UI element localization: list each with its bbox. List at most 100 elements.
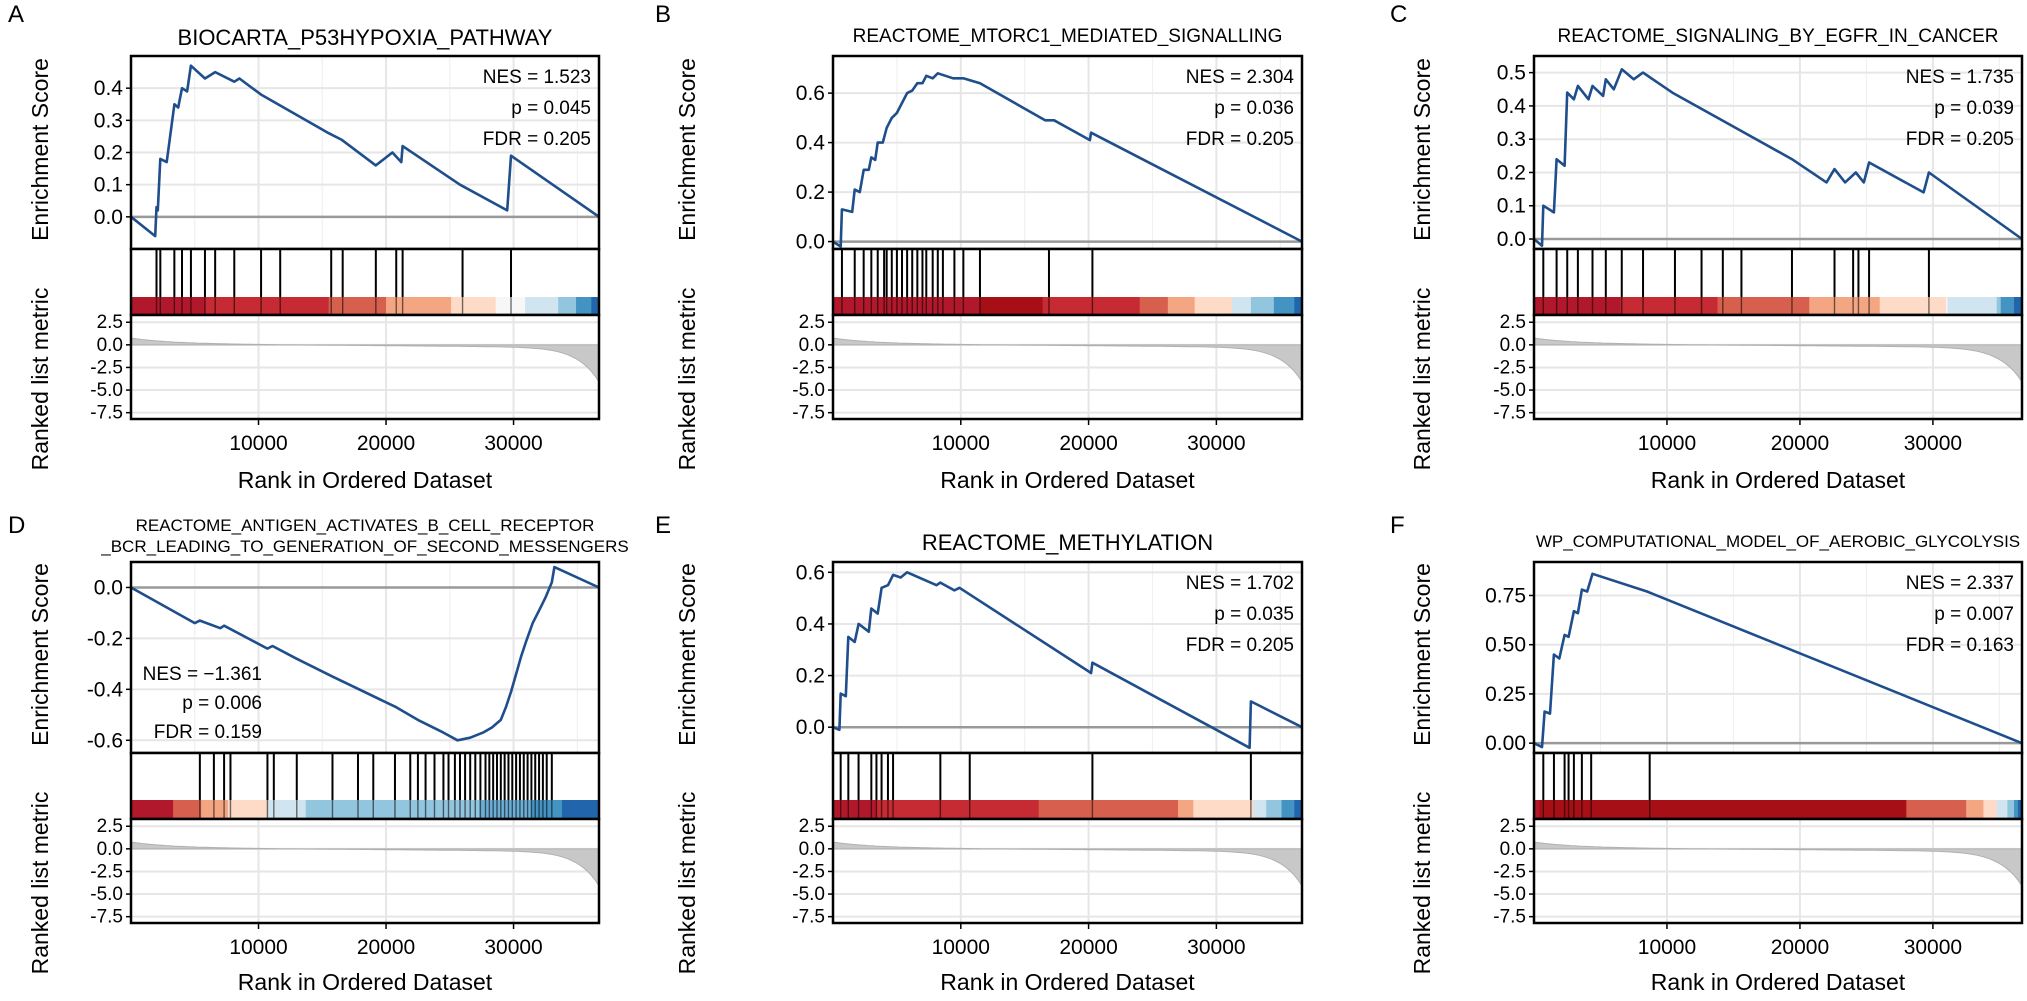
heatmap-segment [1947, 297, 1998, 315]
chart-title: WP_COMPUTATIONAL_MODEL_OF_AEROBIC_GLYCOL… [1536, 532, 2020, 551]
rank-tick-label: 20000 [1771, 936, 1829, 959]
panel-letter: C [1390, 1, 1407, 28]
es-tick-label: 0.0 [796, 716, 825, 739]
metric-tick-label: 2.5 [1500, 312, 1526, 333]
hit-panel [131, 249, 599, 315]
heatmap-segment [1879, 297, 1947, 315]
heatmap-segment [525, 297, 559, 315]
hit-panel [1534, 249, 2022, 315]
metric-tick-label: 0.0 [799, 839, 825, 860]
panel-a: A BIOCARTA_P53HYPOXIA_PATHWAY 0.0 0.1 0.2 0.3… [8, 1, 601, 493]
heatmap-segment [1038, 800, 1179, 819]
es-tick-label: 0.2 [796, 181, 825, 204]
stat-label: p = 0.007 [1934, 604, 2014, 625]
rank-tick-label: 10000 [1638, 432, 1696, 455]
hit-background [131, 249, 599, 297]
chart-title-line: _BCR_LEADING_TO_GENERATION_OF_SECOND_MES… [100, 537, 628, 556]
es-curve [1533, 68, 2023, 247]
stat-label: FDR = 0.163 [1906, 635, 2014, 656]
es-tick-label: -0.4 [87, 678, 124, 701]
heatmap-segment [1966, 800, 1984, 819]
heatmap-segment [1983, 800, 1998, 819]
es-curve [832, 72, 1303, 248]
es-tick-label: 0.2 [796, 665, 825, 688]
enrichment-plot: 0.0 0.1 0.2 0.3 0.4 0.5 NES = 1.735 p = 0.039 FD… [1497, 54, 2024, 251]
es-tick-label: 0.00 [1485, 732, 1526, 755]
stat-label: FDR = 0.205 [1186, 129, 1294, 150]
chart-title: REACTOME_METHYLATION [922, 530, 1213, 555]
heatmap-segment [2007, 800, 2015, 819]
heatmap-segment [131, 800, 174, 819]
es-tick-label: 0.1 [1497, 195, 1526, 218]
es-tick-label: 0.6 [796, 82, 825, 105]
metric-tick-label: 2.5 [799, 816, 825, 837]
rank-axis-label: Rank in Ordered Dataset [238, 969, 493, 995]
metric-tick-label: 2.5 [799, 312, 825, 333]
metric-axis-label: Ranked list metric [674, 288, 700, 471]
metric-area [832, 337, 1303, 384]
es-axis-label: Enrichment Score [1409, 563, 1435, 746]
es-tick-label: 0.3 [1497, 128, 1526, 151]
heatmap-segment [1906, 800, 1967, 819]
rank-heatmap [129, 751, 601, 821]
rank-heatmap [831, 751, 1304, 821]
stat-label: p = 0.039 [1934, 98, 2014, 119]
metric-tick-label: -5.0 [1493, 380, 1526, 401]
es-tick-label: 0.0 [94, 206, 123, 229]
es-axis-label: Enrichment Score [674, 58, 700, 241]
metric-axis-label: Ranked list metric [674, 792, 700, 975]
rank-tick-label: 20000 [1771, 432, 1829, 455]
metric-tick-label: -7.5 [1493, 907, 1526, 928]
heatmap-segment [1266, 800, 1283, 819]
es-axis-label: Enrichment Score [27, 563, 53, 746]
rank-tick-label: 10000 [1638, 936, 1696, 959]
stat-label: NES = −1.361 [143, 664, 262, 685]
metric-tick-label: -7.5 [90, 403, 123, 424]
es-tick-label: 0.4 [796, 613, 826, 636]
metric-tick-label: -5.0 [792, 380, 825, 401]
metric-tick-label: 0.0 [97, 839, 123, 860]
heatmap-segment [1273, 297, 1295, 315]
es-plot-background [833, 56, 1302, 249]
rank-axis-label: Rank in Ordered Dataset [940, 467, 1195, 493]
es-tick-label: 0.4 [1497, 95, 1527, 118]
stat-label: FDR = 0.205 [483, 129, 591, 150]
heatmap-segment [2018, 800, 2023, 819]
chart-title: REACTOME_SIGNALING_BY_EGFR_IN_CANCER [1558, 26, 1999, 47]
heatmap-segment [305, 800, 480, 819]
heatmap-segment [451, 297, 497, 315]
es-tick-label: 0.0 [1497, 228, 1526, 251]
metric-tick-label: -5.0 [90, 380, 123, 401]
metric-frame [1532, 817, 2024, 925]
heatmap-segment [1717, 297, 1810, 315]
rank-axis-label: Rank in Ordered Dataset [1651, 467, 1906, 493]
panel-f: F WP_COMPUTATIONAL_MODEL_OF_AEROBIC_GLYCO… [1390, 512, 2024, 995]
es-tick-label: 0.4 [94, 77, 124, 100]
enrichment-plot: 0.0 0.2 0.4 0.6 NES = 1.702 p = 0.035 FDR = 0.… [796, 560, 1304, 755]
rank-tick-label: 20000 [1059, 432, 1117, 455]
es-tick-label: 0.0 [94, 576, 123, 599]
metric-plot: 2.50.0-2.5-5.0-7.5 10000 20000 30000 [792, 816, 1304, 959]
es-tick-label: 0.0 [796, 231, 825, 254]
rank-tick-label: 20000 [357, 432, 415, 455]
metric-tick-label: -7.5 [1493, 403, 1526, 424]
heatmap-segment [876, 800, 1040, 819]
metric-tick-label: 0.0 [97, 335, 123, 356]
es-tick-label: 0.6 [796, 561, 825, 584]
rank-tick-label: 10000 [229, 936, 287, 959]
rank-tick-label: 30000 [484, 936, 542, 959]
chart-title-line: REACTOME_ANTIGEN_ACTIVATES_B_CELL_RECEPT… [136, 516, 595, 535]
rank-tick-label: 30000 [484, 432, 542, 455]
heatmap-segment [979, 297, 1044, 315]
panel-letter: F [1390, 512, 1405, 539]
heatmap-segment [1294, 297, 1303, 315]
stat-label: p = 0.045 [511, 98, 591, 119]
metric-area [130, 841, 600, 888]
stat-label: FDR = 0.205 [1186, 635, 1294, 656]
heatmap-segment [1539, 800, 1907, 819]
heatmap-segment [591, 297, 600, 315]
panel-letter: A [8, 1, 24, 28]
metric-tick-label: -7.5 [90, 907, 123, 928]
es-tick-label: 0.5 [1497, 62, 1526, 85]
metric-tick-label: 0.0 [1500, 335, 1526, 356]
